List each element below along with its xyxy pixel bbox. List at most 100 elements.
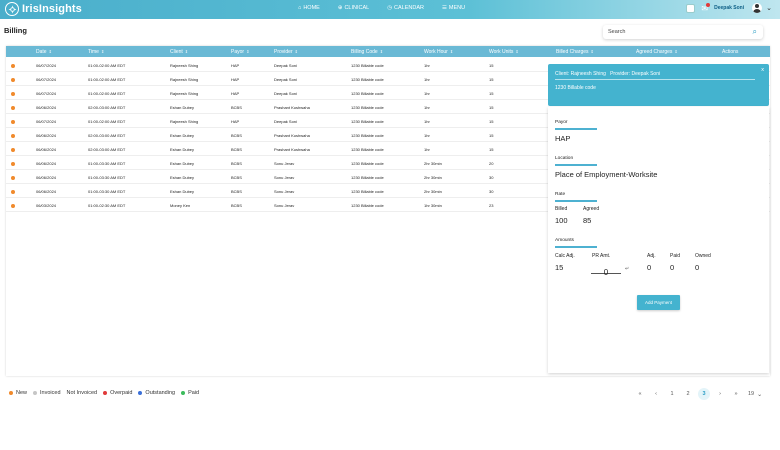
column-header-billing-code[interactable]: Billing Code ⇕: [351, 49, 384, 55]
billed-label: Billed: [555, 206, 568, 212]
table-row[interactable]: 06/07/2024 01:00-02:00 AM EDT Rajneesh Shi…: [6, 72, 770, 86]
column-header-work-units[interactable]: Work Units ⇕: [489, 49, 519, 55]
cell-client: Eshan Dubey: [170, 189, 195, 194]
cell-work-hour: 1hr: [424, 119, 430, 124]
cell-work-hour: 2hr 30min: [424, 189, 442, 194]
table-row[interactable]: 06/06/2024 02:00-03:00 AM EDT Eshan Dubey B…: [6, 100, 770, 114]
table-row[interactable]: 06/07/2024 01:00-02:00 AM EDT Rajneesh Shi…: [6, 86, 770, 100]
section-underline: [555, 246, 597, 248]
legend-label: New: [16, 390, 28, 396]
divider: [555, 79, 755, 80]
prev-page-button[interactable]: ‹: [655, 391, 657, 397]
section-underline: [555, 128, 597, 130]
column-header-work-hour[interactable]: Work Hour ⇕: [424, 49, 454, 55]
calendar-icon: ◷: [387, 5, 393, 11]
detail-provider: Deepak Soni: [631, 71, 661, 77]
legend-label: Paid: [188, 390, 200, 396]
detail-panel-header: Client: Rajneesh Shing Provider: Deepak …: [548, 64, 769, 106]
agreed-value: 85: [583, 216, 592, 225]
search-box[interactable]: Search ⌕: [603, 25, 763, 39]
cell-billing-code: 1230 Billable code: [351, 189, 384, 194]
nav-clinical[interactable]: ⊕ CLINICAL: [338, 5, 369, 11]
cell-payor: BCBS: [231, 133, 242, 138]
pr-amount-field[interactable]: [591, 262, 621, 277]
table-row[interactable]: 06/07/2024 01:00-02:00 AM EDT Rajneesh Shi…: [6, 58, 770, 72]
chevron-down-icon[interactable]: ⌄: [757, 391, 763, 398]
chevron-down-icon[interactable]: ⌄: [766, 5, 772, 12]
search-icon[interactable]: ⌕: [752, 27, 757, 36]
cell-provider: Sonu Jerav: [274, 189, 295, 194]
cell-provider: Deepak Soni: [274, 77, 297, 82]
legend-item[interactable]: Invoiced: [33, 390, 61, 396]
app-switch-icon[interactable]: [686, 3, 696, 13]
cell-billing-code: 1230 Billable code: [351, 147, 384, 152]
table-row[interactable]: 06/06/2024 01:00-03:30 AM EDT Eshan Dubey B…: [6, 170, 770, 184]
table-row[interactable]: 06/06/2024 02:00-03:00 AM EDT Eshan Dubey B…: [6, 128, 770, 142]
status-dot: [11, 204, 15, 208]
close-icon[interactable]: x: [761, 67, 764, 73]
column-header-billed-charges[interactable]: Billed Charges ⇕: [556, 49, 594, 55]
app-logo[interactable]: IrisInsights: [5, 2, 82, 16]
page-1-button[interactable]: 1: [670, 391, 674, 397]
column-header-provider[interactable]: Provider ⇕: [274, 49, 298, 55]
cell-client: Eshan Dubey: [170, 147, 195, 152]
page-3-button[interactable]: 3: [698, 388, 710, 400]
column-header-client[interactable]: Client ⇕: [170, 49, 189, 55]
legend-item[interactable]: Not Invoiced: [67, 390, 98, 396]
legend-item[interactable]: Outstanding: [138, 390, 175, 396]
column-header-agreed-charges[interactable]: Agreed Charges ⇕: [636, 49, 678, 55]
cell-date: 06/07/2024: [36, 119, 57, 124]
cell-billing-code: 1230 Billable code: [351, 105, 384, 110]
cell-work-hour: 1hr 30min: [424, 203, 442, 208]
cell-payor: BCBS: [231, 161, 242, 166]
cell-work-units: 15: [489, 63, 494, 68]
pr-amount-input[interactable]: [591, 268, 621, 277]
table-row[interactable]: 06/03/2024 01:00-02:30 AM EDT Money Ken BCB…: [6, 198, 770, 212]
cell-time: 01:00-03:30 AM EDT: [88, 161, 126, 166]
cell-payor: HAP: [231, 77, 240, 82]
rate-label: Rate: [555, 192, 566, 197]
cell-billing-code: 1230 Billable code: [351, 119, 384, 124]
legend-item[interactable]: Paid: [181, 390, 199, 396]
add-payment-button[interactable]: Add Payment: [637, 295, 680, 310]
cell-time: 01:00-02:00 AM EDT: [88, 119, 126, 124]
table-row[interactable]: 06/07/2024 01:00-02:00 AM EDT Rajneesh Shi…: [6, 114, 770, 128]
page-size-select[interactable]: 19: [748, 391, 755, 397]
column-header-payor[interactable]: Payor ⇕: [231, 49, 250, 55]
legend-item[interactable]: New: [9, 390, 27, 396]
reset-icon[interactable]: ↵: [625, 266, 630, 272]
page-2-button[interactable]: 2: [686, 391, 690, 397]
legend-item[interactable]: Overpaid: [103, 390, 132, 396]
notifications-icon[interactable]: ✉: [701, 2, 711, 13]
nav-label: CLINICAL: [344, 5, 370, 11]
user-name[interactable]: Deepak Soni: [714, 5, 745, 11]
last-page-button[interactable]: »: [734, 391, 738, 397]
cell-work-hour: 1hr: [424, 105, 430, 110]
cell-work-hour: 1hr: [424, 133, 430, 138]
cell-work-units: 30: [489, 175, 494, 180]
table-row[interactable]: 06/06/2024 02:00-03:00 AM EDT Eshan Dubey B…: [6, 142, 770, 156]
avatar[interactable]: [752, 3, 763, 13]
nav-calendar[interactable]: ◷ CALENDAR: [387, 5, 424, 11]
cell-date: 06/06/2024: [36, 105, 57, 110]
cell-work-hour: 1hr: [424, 147, 430, 152]
status-dot: [11, 148, 15, 152]
cell-work-units: 15: [489, 119, 494, 124]
cell-time: 01:00-02:00 AM EDT: [88, 91, 126, 96]
nav-menu[interactable]: ☰ MENU: [442, 5, 465, 11]
next-page-button[interactable]: ›: [719, 391, 721, 397]
cell-date: 06/07/2024: [36, 77, 57, 82]
table-row[interactable]: 06/06/2024 01:00-03:30 AM EDT Eshan Dubey B…: [6, 156, 770, 170]
search-input[interactable]: Search: [608, 29, 626, 35]
adj-value: 0: [647, 263, 652, 272]
table-row[interactable]: 06/06/2024 01:00-03:30 AM EDT Eshan Dubey B…: [6, 184, 770, 198]
column-header-actions: Actions: [722, 49, 739, 55]
first-page-button[interactable]: «: [638, 391, 642, 397]
nav-home[interactable]: ⌂ HOME: [298, 5, 320, 11]
nav-label: MENU: [448, 5, 466, 11]
page-title: Billing: [4, 26, 27, 35]
column-header-time[interactable]: Time ⇕: [88, 49, 105, 55]
legend-dot: [9, 391, 13, 395]
cell-payor: HAP: [231, 63, 240, 68]
column-header-date[interactable]: Date ⇕: [36, 49, 52, 55]
